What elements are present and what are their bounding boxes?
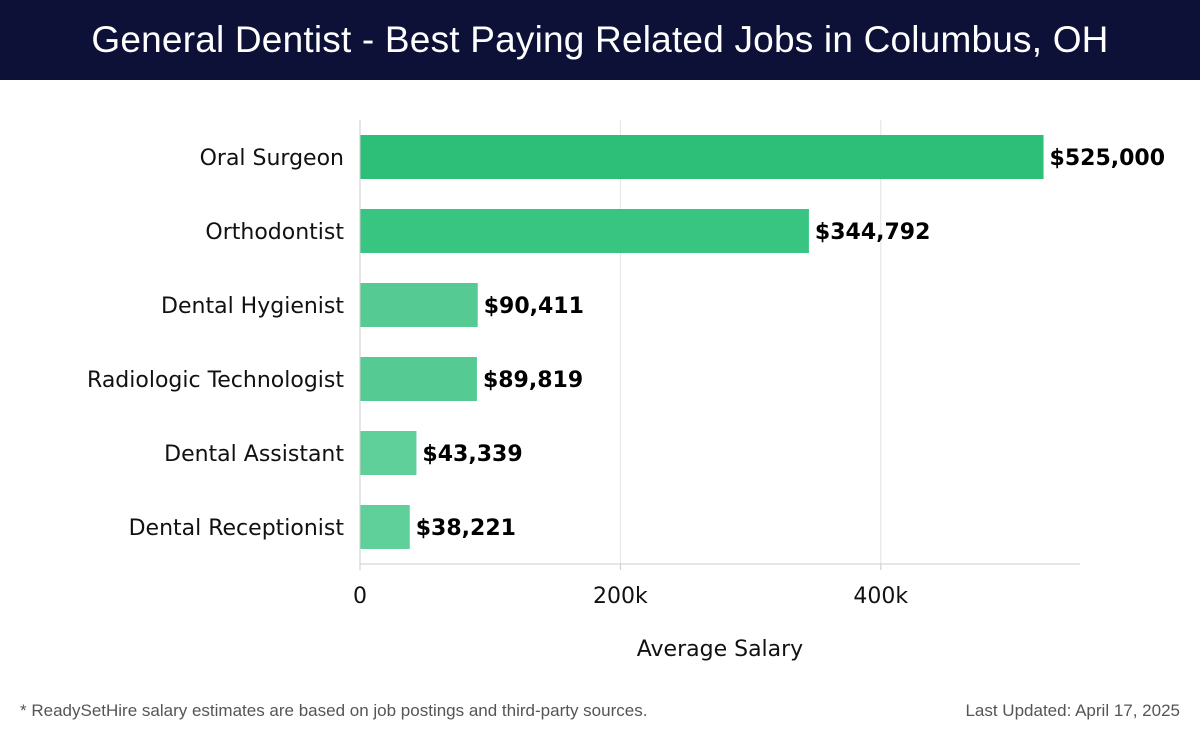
x-axis-label: Average Salary (637, 637, 803, 662)
category-label: Orthodontist (205, 220, 344, 245)
category-label: Dental Receptionist (129, 516, 345, 541)
bar (360, 431, 417, 475)
last-updated: Last Updated: April 17, 2025 (965, 701, 1180, 720)
title-bar: General Dentist - Best Paying Related Jo… (0, 0, 1200, 80)
value-label: $38,221 (416, 516, 516, 541)
bars (360, 135, 1044, 549)
category-labels: Oral Surgeon Orthodontist Dental Hygienist… (87, 146, 344, 541)
category-label: Dental Hygienist (161, 294, 344, 319)
bar (360, 357, 477, 401)
value-label: $344,792 (815, 220, 931, 245)
category-label: Radiologic Technologist (87, 368, 344, 393)
bar-chart: Oral Surgeon Orthodontist Dental Hygienist… (87, 120, 1165, 662)
x-axis: 0 200k 400k (353, 120, 1080, 609)
bar (360, 135, 1044, 179)
value-label: $43,339 (422, 442, 522, 467)
value-label: $90,411 (484, 294, 584, 319)
value-label: $89,819 (483, 368, 583, 393)
chart-title: General Dentist - Best Paying Related Jo… (91, 19, 1109, 60)
value-labels: $525,000 $344,792 $90,411 $89,819 $43,339 $38… (416, 146, 1165, 541)
bar (360, 505, 410, 549)
footer-note: * ReadySetHire salary estimates are base… (20, 701, 648, 720)
category-label: Dental Assistant (164, 442, 344, 467)
value-label: $525,000 (1050, 146, 1166, 171)
x-tick-label: 200k (593, 584, 648, 609)
x-tick-label: 0 (353, 584, 367, 609)
bar (360, 283, 478, 327)
bar (360, 209, 809, 253)
x-tick-label: 400k (853, 584, 908, 609)
grid-lines (619, 120, 882, 564)
category-label: Oral Surgeon (200, 146, 344, 171)
